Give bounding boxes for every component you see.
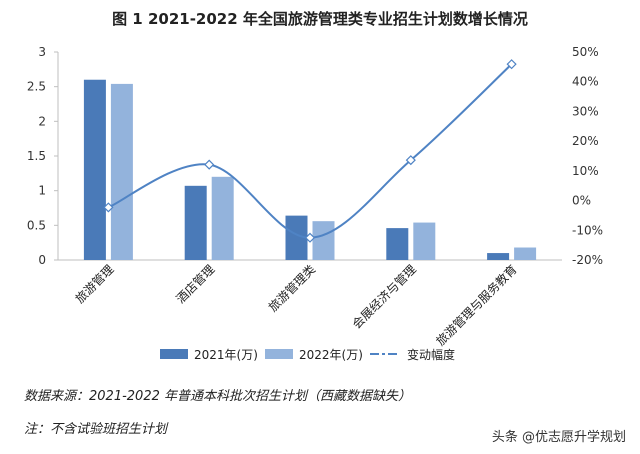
- change-rate-line: [107, 63, 513, 239]
- category-label: 会展经济与管理: [349, 262, 419, 332]
- change-rate-point: [103, 202, 114, 213]
- right-tick-label: 10%: [572, 164, 599, 178]
- bar-2022: [110, 83, 133, 260]
- bar-2021: [285, 215, 308, 260]
- bar-2021: [184, 185, 207, 260]
- category-label: 旅游管理: [72, 262, 117, 307]
- right-tick-label: 0%: [572, 194, 591, 208]
- change-rate-point: [204, 159, 215, 170]
- change-rate-point: [405, 155, 416, 166]
- left-tick-label: 0: [38, 253, 46, 267]
- right-tick-label: 50%: [572, 45, 599, 59]
- right-tick-label: 40%: [572, 75, 599, 89]
- bar-2021: [386, 228, 409, 260]
- bar-2022: [211, 176, 234, 260]
- left-tick-label: 1: [38, 184, 46, 198]
- right-tick-label: -10%: [572, 223, 603, 237]
- data-source-note: 数据来源：2021-2022 年普通本科批次招生计划（西藏数据缺失）: [24, 389, 411, 404]
- right-tick-label: 30%: [572, 104, 599, 118]
- chart-title: 图 1 2021-2022 年全国旅游管理类专业招生计划数增长情况: [112, 10, 528, 28]
- change-rate-point: [304, 232, 316, 243]
- left-tick-label: 2: [38, 114, 46, 128]
- legend-label-2022: 2022年(万): [299, 348, 363, 362]
- left-tick-label: 1.5: [27, 149, 46, 163]
- left-tick-label: 0.5: [27, 218, 46, 232]
- category-label: 酒店管理: [173, 262, 218, 307]
- right-tick-label: -20%: [572, 253, 603, 267]
- right-tick-label: 20%: [572, 134, 599, 148]
- legend-label-change: 变动幅度: [407, 347, 455, 362]
- category-label: 旅游管理类: [265, 262, 318, 315]
- left-tick-label: 3: [38, 45, 46, 59]
- category-label: 旅游管理与服务教育: [433, 262, 520, 349]
- bar-2022: [514, 247, 537, 260]
- legend-swatch-2022: [265, 349, 293, 359]
- footnote: 注：不含试验班招生计划: [24, 422, 168, 437]
- legend-swatch-2021: [160, 349, 188, 359]
- bar-2021: [83, 79, 106, 260]
- legend-label-2021: 2021年(万): [194, 348, 258, 362]
- bar-2022: [413, 222, 436, 260]
- bar-2022: [312, 221, 335, 260]
- bar-2021: [487, 253, 510, 260]
- left-tick-label: 2.5: [27, 80, 46, 94]
- change-rate-point: [506, 59, 517, 70]
- attribution-text: 头条 @优志愿升学规划: [491, 430, 626, 445]
